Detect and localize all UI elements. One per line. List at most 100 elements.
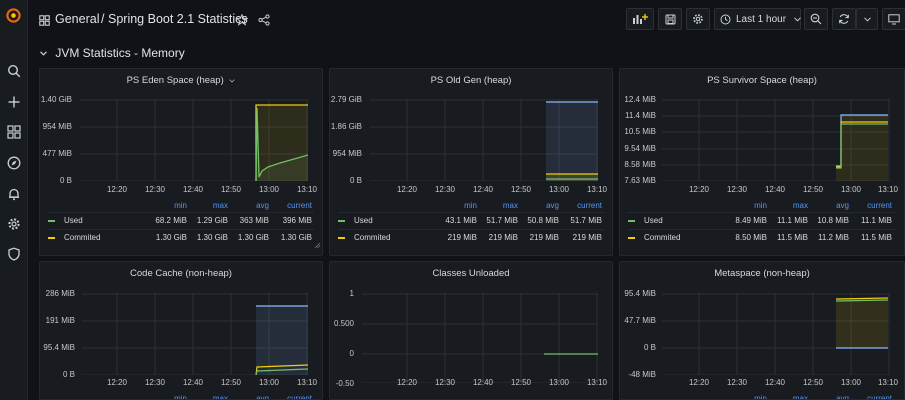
legend-header-min[interactable]: min — [174, 201, 187, 210]
legend-header-current[interactable]: current — [577, 201, 602, 210]
panel-classes-unloaded[interactable]: Classes Unloaded 1 0.500 0 -0.50 12:20 1… — [329, 261, 613, 400]
legend-header-max[interactable]: max — [502, 201, 518, 210]
panel-ps-survivor-space[interactable]: PS Survivor Space (heap) 12.4 MiB 11.4 M… — [619, 68, 905, 256]
legend-series-name[interactable]: Used — [354, 216, 373, 225]
time-picker-button[interactable]: Last 1 hour — [714, 8, 801, 30]
x-tick-label: 12:50 — [802, 185, 824, 194]
legend-header-avg[interactable]: avg — [256, 201, 269, 210]
legend-header-max[interactable]: max — [792, 394, 808, 400]
dashboard-title[interactable]: Spring Boot 2.1 Statistics — [108, 12, 248, 26]
legend-header-min[interactable]: min — [754, 201, 767, 210]
graph-plot-area[interactable] — [662, 293, 890, 375]
panel-title[interactable]: Classes Unloaded — [432, 268, 510, 279]
legend-max-value: 11.5 MiB — [777, 233, 808, 242]
zoom-out-button[interactable] — [804, 8, 828, 30]
legend-row-commited[interactable]: Commited 219 MiB 219 MiB 219 MiB 219 MiB — [338, 229, 604, 246]
shield-icon[interactable] — [6, 246, 21, 261]
graph-plot-area[interactable] — [370, 99, 598, 181]
panel-metaspace[interactable]: Metaspace (non-heap) 95.4 MiB 47.7 MiB 0… — [619, 261, 905, 400]
legend-header-avg[interactable]: avg — [256, 394, 269, 400]
x-tick-label: 13:00 — [258, 378, 280, 387]
legend-current-value: 11.5 MiB — [861, 233, 892, 242]
legend-header-avg[interactable]: avg — [546, 201, 559, 210]
refresh-button[interactable] — [832, 8, 856, 30]
panel-ps-old-gen[interactable]: PS Old Gen (heap) 2.79 GiB 1.86 GiB 954 … — [329, 68, 613, 256]
panel-title[interactable]: PS Old Gen (heap) — [430, 75, 512, 86]
gear-icon[interactable] — [6, 216, 21, 231]
row-header[interactable]: JVM Statistics - Memory — [40, 46, 185, 60]
panel-title[interactable]: Metaspace (non-heap) — [714, 268, 810, 279]
legend-header-current[interactable]: current — [287, 201, 312, 210]
legend-series-name[interactable]: Commited — [644, 233, 681, 242]
y-tick-label: 0 B — [62, 370, 75, 379]
legend-header-current[interactable]: current — [867, 394, 892, 400]
x-tick-label: 12:20 — [688, 185, 710, 194]
add-panel-button[interactable] — [626, 8, 654, 30]
legend-header-max[interactable]: max — [212, 394, 228, 400]
legend-row-used[interactable]: Used 68.2 MiB 1.29 GiB 363 MiB 396 MiB — [48, 212, 314, 229]
legend-color-swatch[interactable] — [628, 237, 635, 239]
y-tick-label: 954 MiB — [332, 149, 362, 158]
x-tick-label: 13:00 — [548, 185, 570, 194]
legend-header-max[interactable]: max — [792, 201, 808, 210]
panel-title[interactable]: Code Cache (non-heap) — [130, 268, 232, 279]
legend-current-value: 1.30 GiB — [280, 233, 312, 242]
legend-header-current[interactable]: current — [287, 394, 312, 400]
plus-icon[interactable] — [6, 94, 21, 109]
breadcrumb-folder[interactable]: General — [55, 12, 100, 26]
panel-ps-eden-space[interactable]: PS Eden Space (heap) 1.40 GiB 954 MiB 47… — [39, 68, 323, 256]
save-dashboard-button[interactable] — [658, 8, 682, 30]
share-icon[interactable] — [258, 13, 270, 31]
legend-header-min[interactable]: min — [464, 201, 477, 210]
legend-series-name[interactable]: Used — [64, 216, 83, 225]
legend-color-swatch[interactable] — [48, 237, 55, 239]
legend-series-name[interactable]: Commited — [64, 233, 101, 242]
tv-mode-button[interactable] — [882, 8, 905, 30]
y-tick-label: 0 B — [59, 176, 72, 185]
legend-row-commited[interactable]: Commited 1.30 GiB 1.30 GiB 1.30 GiB 1.30… — [48, 229, 314, 246]
graph-plot-area[interactable] — [362, 293, 598, 383]
legend-row-used[interactable]: Used 43.1 MiB 51.7 MiB 50.8 MiB 51.7 MiB — [338, 212, 604, 229]
panel-code-cache[interactable]: Code Cache (non-heap) 286 MiB 191 MiB 95… — [39, 261, 323, 400]
graph-plot-area[interactable] — [80, 99, 308, 181]
legend-row-used[interactable]: Used 8.49 MiB 11.1 MiB 10.8 MiB 11.1 MiB — [628, 212, 896, 229]
x-tick-label: 12:50 — [220, 378, 242, 387]
legend-series-name[interactable]: Commited — [354, 233, 391, 242]
refresh-interval-dropdown[interactable] — [856, 8, 878, 30]
x-tick-label: 12:50 — [510, 185, 532, 194]
y-tick-label: 2.79 GiB — [330, 95, 362, 104]
x-tick-label: 13:00 — [840, 378, 862, 387]
resize-handle-icon[interactable] — [314, 235, 321, 253]
y-tick-label: 10.5 MiB — [624, 127, 656, 136]
bell-icon[interactable] — [6, 186, 21, 201]
legend-color-swatch[interactable] — [338, 237, 345, 239]
panel-title[interactable]: PS Eden Space (heap) — [40, 75, 322, 86]
legend-header-min[interactable]: min — [174, 394, 187, 400]
search-icon[interactable] — [6, 63, 21, 78]
legend-header-avg[interactable]: avg — [836, 394, 849, 400]
legend-header-current[interactable]: current — [867, 201, 892, 210]
panel-title[interactable]: PS Survivor Space (heap) — [707, 75, 817, 86]
graph-plot-area[interactable] — [662, 99, 890, 181]
dashboards-grid-icon[interactable] — [6, 124, 21, 139]
monitor-icon — [888, 13, 900, 25]
legend-header-avg[interactable]: avg — [836, 201, 849, 210]
legend-color-swatch[interactable] — [628, 220, 635, 222]
x-tick-label: 12:20 — [106, 378, 128, 387]
y-tick-label: 477 MiB — [42, 149, 72, 158]
legend-row-commited[interactable]: Commited 8.50 MiB 11.5 MiB 11.2 MiB 11.5… — [628, 229, 896, 246]
graph-plot-area[interactable] — [82, 293, 308, 375]
legend-header-min[interactable]: min — [754, 394, 767, 400]
dashboard-settings-button[interactable] — [686, 8, 710, 30]
legend-color-swatch[interactable] — [338, 220, 345, 222]
legend-color-swatch[interactable] — [48, 220, 55, 222]
dashboards-grid-icon — [39, 13, 50, 31]
star-icon[interactable] — [235, 13, 249, 31]
series-used-line — [255, 368, 308, 375]
legend-avg-value: 1.30 GiB — [237, 233, 269, 242]
legend-series-name[interactable]: Used — [644, 216, 663, 225]
y-tick-label: 1 — [349, 289, 354, 298]
grafana-logo-icon[interactable] — [6, 8, 21, 23]
compass-icon[interactable] — [6, 155, 21, 170]
legend-header-max[interactable]: max — [212, 201, 228, 210]
